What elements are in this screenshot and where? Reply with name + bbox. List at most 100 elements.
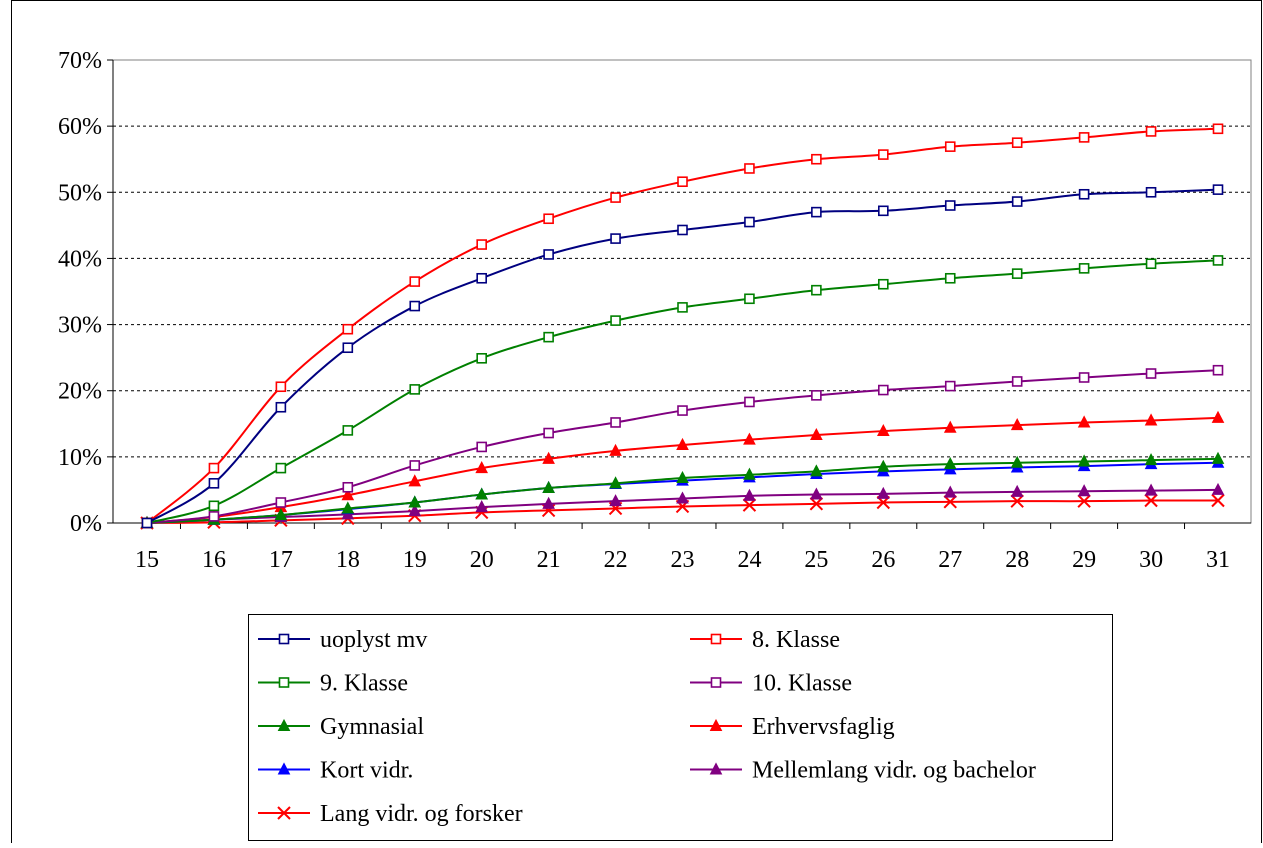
- data-point: [944, 272, 956, 284]
- legend-swatch-marker: [709, 762, 723, 775]
- x-tick-label: 17: [269, 547, 293, 573]
- data-point: [944, 200, 956, 211]
- data-point: [944, 380, 956, 392]
- data-point: [1145, 186, 1157, 198]
- x-tick-label: 26: [871, 547, 895, 573]
- data-point: [1211, 493, 1225, 508]
- series-uoplyst-mv: [141, 184, 1224, 529]
- x-tick-label: 29: [1072, 547, 1096, 573]
- data-point: [1011, 376, 1023, 387]
- data-point: [744, 216, 755, 228]
- legend-label: 10. Klasse: [752, 671, 852, 697]
- data-point: [609, 494, 622, 507]
- legend-item: 10. Klasse: [690, 671, 852, 697]
- data-point: [1145, 126, 1157, 137]
- x-marker-stroke: [277, 806, 291, 820]
- data-point: [1144, 493, 1158, 508]
- y-tick-label: 70%: [58, 48, 102, 74]
- data-point: [676, 491, 689, 504]
- data-point: [878, 278, 889, 290]
- data-point: [878, 205, 889, 217]
- y-tick-label: 50%: [58, 180, 102, 206]
- data-point: [1011, 268, 1023, 279]
- data-point: [275, 381, 287, 393]
- data-point: [408, 504, 422, 517]
- data-point: [876, 486, 890, 499]
- series-erhvervsfaglig: [140, 410, 1225, 528]
- data-point: [476, 239, 487, 250]
- legend-swatch-marker: [278, 633, 290, 645]
- data-point: [1010, 455, 1024, 468]
- legend-item: 9. Klasse: [258, 671, 408, 697]
- data-point: [610, 192, 621, 203]
- data-point: [1010, 494, 1024, 508]
- legend-label: uoplyst mv: [320, 627, 427, 653]
- data-point: [1211, 410, 1225, 423]
- data-point: [208, 478, 220, 489]
- data-point: [342, 425, 354, 436]
- y-tick-label: 10%: [58, 445, 102, 471]
- data-point: [342, 342, 354, 354]
- data-point: [1212, 364, 1224, 376]
- data-point: [1211, 482, 1225, 495]
- data-point: [810, 427, 823, 441]
- legend-label: Gymnasial: [320, 714, 424, 740]
- y-tick-label: 20%: [58, 379, 102, 405]
- legend-label: Kort vidr.: [320, 758, 413, 784]
- x-marker-stroke: [809, 497, 824, 511]
- data-point: [208, 500, 220, 512]
- x-marker-stroke: [742, 498, 757, 512]
- data-point: [409, 276, 421, 287]
- data-point: [677, 302, 688, 313]
- data-point: [744, 293, 755, 305]
- legend-label: Mellemlang vidr. og bachelor: [752, 758, 1036, 784]
- data-point: [409, 384, 421, 395]
- data-point: [1212, 123, 1224, 135]
- data-point: [811, 153, 822, 165]
- data-point: [676, 437, 689, 450]
- legend-swatch-marker: [710, 633, 722, 645]
- legend-item: 8. Klasse: [690, 627, 840, 653]
- data-point: [744, 163, 755, 174]
- data-point: [943, 457, 957, 470]
- y-tick-label: 0%: [70, 511, 102, 537]
- data-point: [676, 470, 689, 484]
- data-point: [1144, 483, 1158, 496]
- data-point: [409, 300, 421, 312]
- x-tick-label: 25: [804, 547, 828, 573]
- legend-swatch-marker: [278, 677, 290, 688]
- data-point: [208, 511, 220, 522]
- series-9-klasse: [141, 255, 1224, 529]
- x-tick-label: 24: [737, 547, 761, 573]
- legend-item: Mellemlang vidr. og bachelor: [690, 758, 1036, 784]
- data-point: [409, 460, 421, 471]
- data-point: [543, 427, 554, 439]
- data-point: [476, 353, 487, 364]
- series-8-klasse: [141, 123, 1224, 529]
- x-marker-stroke: [943, 495, 957, 509]
- data-point: [408, 474, 422, 487]
- data-point: [543, 213, 554, 225]
- data-point: [609, 443, 622, 456]
- data-point: [1077, 494, 1091, 508]
- data-point: [542, 480, 555, 493]
- data-point: [341, 488, 355, 501]
- legend-swatch-marker: [277, 718, 291, 731]
- data-point: [609, 476, 622, 489]
- data-point: [1212, 255, 1224, 266]
- legend-label: 8. Klasse: [752, 627, 840, 653]
- data-point: [610, 315, 621, 326]
- data-point: [744, 396, 755, 408]
- data-point: [341, 501, 355, 514]
- data-point: [810, 487, 823, 500]
- data-point: [943, 420, 957, 433]
- data-point: [677, 224, 688, 236]
- data-point: [1077, 454, 1091, 467]
- data-point: [208, 462, 220, 474]
- data-point: [810, 464, 823, 477]
- x-marker-stroke: [1010, 494, 1024, 508]
- data-point: [677, 405, 688, 416]
- data-point: [274, 507, 288, 521]
